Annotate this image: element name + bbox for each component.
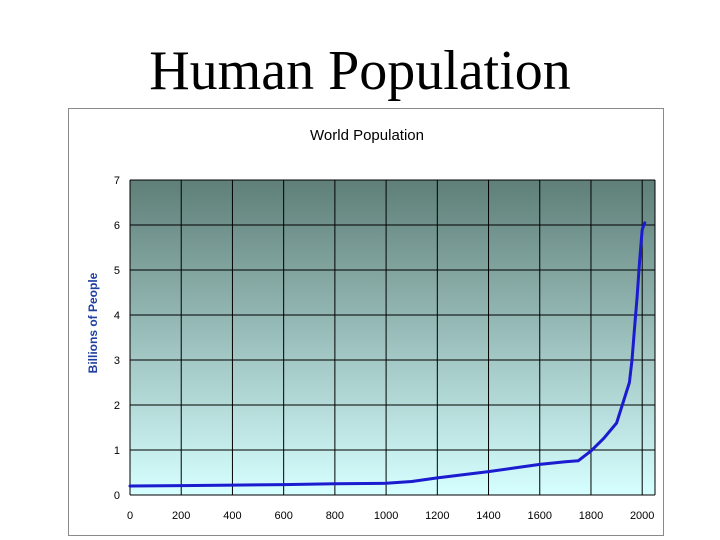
data-point bbox=[576, 459, 580, 462]
data-point bbox=[538, 463, 541, 466]
data-point bbox=[589, 449, 593, 453]
y-tick-label: 1 bbox=[114, 445, 120, 457]
y-tick-label: 5 bbox=[114, 265, 120, 277]
chart-frame: World Population Billions of People 0 1 2 3… bbox=[68, 108, 664, 536]
x-tick-labels: 0 200 400 600 800 1000 1200 1400 1600 1800 2000 bbox=[127, 510, 654, 522]
x-tick-label: 1800 bbox=[579, 510, 603, 522]
data-point bbox=[384, 482, 388, 485]
y-tick-label: 2 bbox=[114, 400, 120, 412]
data-point bbox=[512, 466, 516, 470]
data-point bbox=[602, 437, 605, 440]
data-point bbox=[615, 421, 618, 425]
data-point bbox=[231, 483, 234, 487]
data-point bbox=[638, 259, 641, 263]
x-tick-label: 800 bbox=[326, 510, 344, 522]
y-tick-labels: 0 1 2 3 4 5 6 7 bbox=[114, 175, 120, 502]
y-tick-label: 3 bbox=[114, 355, 120, 367]
data-point bbox=[333, 482, 337, 485]
data-point bbox=[628, 381, 631, 384]
data-point bbox=[640, 228, 644, 231]
grid-lines bbox=[129, 179, 656, 496]
data-point bbox=[630, 358, 634, 362]
data-point bbox=[461, 473, 465, 476]
slide-title: Human Population bbox=[149, 40, 571, 102]
x-tick-label: 600 bbox=[274, 510, 292, 522]
data-point bbox=[635, 295, 639, 299]
x-tick-label: 0 bbox=[127, 510, 133, 522]
data-point bbox=[436, 476, 439, 480]
data-point bbox=[487, 470, 490, 473]
chart-title: World Population bbox=[310, 127, 424, 144]
y-tick-label: 0 bbox=[114, 490, 120, 502]
x-tick-label: 1200 bbox=[425, 510, 449, 522]
data-point bbox=[633, 327, 636, 330]
data-point bbox=[180, 484, 183, 487]
x-tick-label: 1000 bbox=[374, 510, 398, 522]
y-axis-label: Billions of People bbox=[86, 272, 100, 373]
data-point bbox=[643, 221, 646, 224]
data-point bbox=[564, 460, 567, 463]
y-tick-label: 6 bbox=[114, 220, 120, 232]
population-chart: World Population Billions of People 0 1 2 3… bbox=[86, 127, 656, 522]
series-line-0 bbox=[128, 221, 647, 488]
x-tick-label: 1400 bbox=[476, 510, 500, 522]
x-tick-label: 400 bbox=[223, 510, 241, 522]
x-tick-label: 200 bbox=[172, 510, 190, 522]
x-tick-label: 2000 bbox=[630, 510, 654, 522]
data-point bbox=[410, 480, 413, 483]
data-point bbox=[282, 483, 285, 486]
y-tick-label: 4 bbox=[114, 310, 120, 322]
series-layer bbox=[128, 221, 647, 488]
data-point bbox=[128, 484, 132, 488]
x-tick-label: 1600 bbox=[528, 510, 552, 522]
y-tick-label: 7 bbox=[114, 175, 120, 187]
plot-area bbox=[130, 180, 655, 495]
